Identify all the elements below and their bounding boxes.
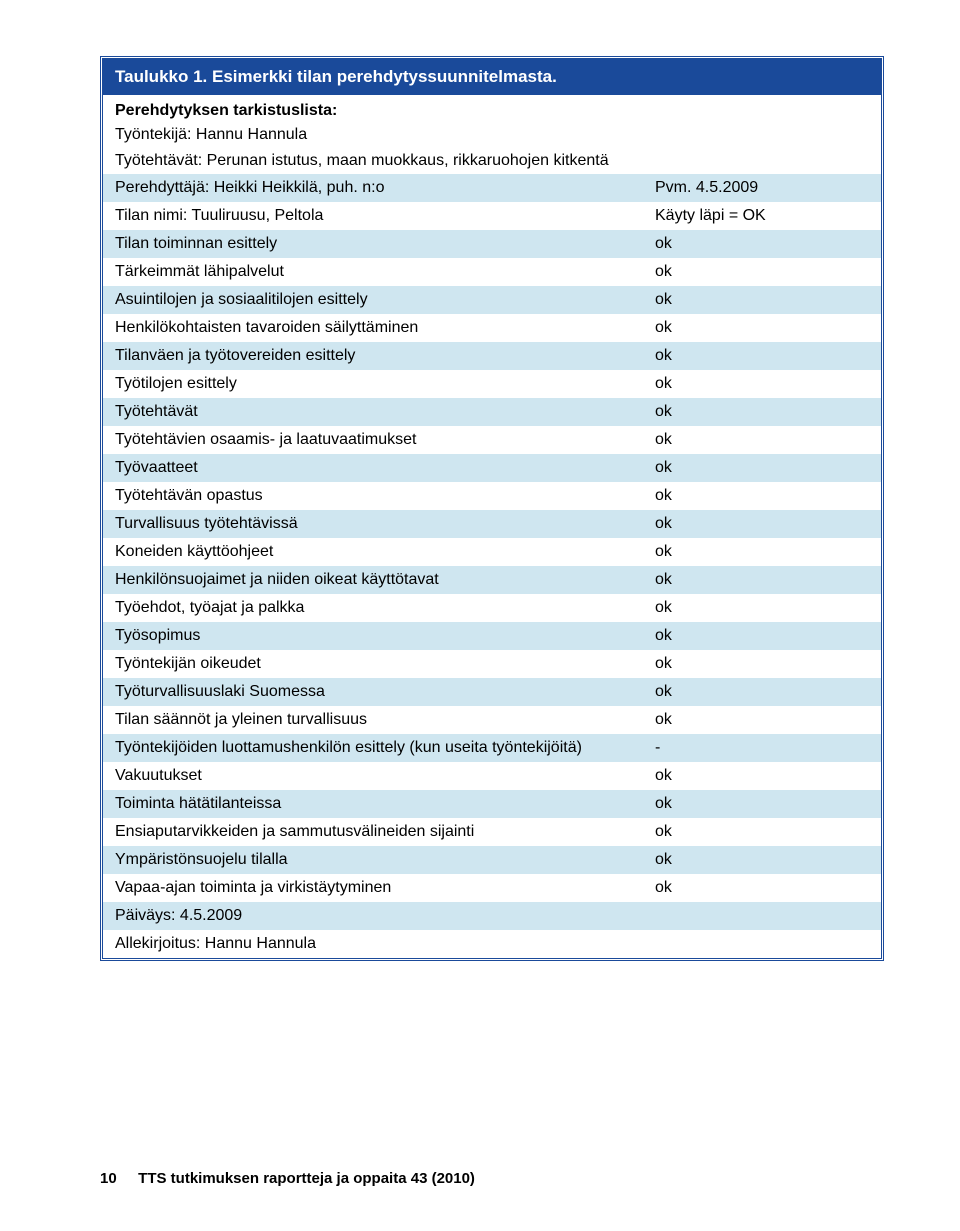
table-title: Taulukko 1. Esimerkki tilan perehdytyssu… [103, 59, 881, 95]
row-right: ok [643, 818, 881, 846]
table-row: Perehdyttäjä: Heikki Heikkilä, puh. n:oP… [103, 174, 881, 202]
table-row: Tilan toiminnan esittelyok [103, 230, 881, 258]
table-row: Työntekijöiden luottamushenkilön esittel… [103, 734, 881, 762]
row-left: Tilanväen ja työtovereiden esittely [103, 342, 643, 370]
row-right: ok [643, 230, 881, 258]
row-right: ok [643, 622, 881, 650]
table-row: Toiminta hätätilanteissaok [103, 790, 881, 818]
table-row: Tilan nimi: Tuuliruusu, PeltolaKäyty läp… [103, 202, 881, 230]
row-left: Henkilökohtaisten tavaroiden säilyttämin… [103, 314, 643, 342]
row-right: ok [643, 846, 881, 874]
table-row: Työtehtävän opastusok [103, 482, 881, 510]
row-right: ok [643, 286, 881, 314]
row-left: Allekirjoitus: Hannu Hannula [103, 930, 643, 958]
row-right: ok [643, 678, 881, 706]
row-right: ok [643, 762, 881, 790]
row-left: Tärkeimmät lähipalvelut [103, 258, 643, 286]
row-left: Päiväys: 4.5.2009 [103, 902, 643, 930]
row-left: Vakuutukset [103, 762, 643, 790]
row-left: Työtehtävät [103, 398, 643, 426]
row-right: - [643, 734, 881, 762]
table-row: Tilan säännöt ja yleinen turvallisuusok [103, 706, 881, 734]
row-left: Työvaatteet [103, 454, 643, 482]
page-container: Taulukko 1. Esimerkki tilan perehdytyssu… [0, 0, 960, 961]
table-row: Työvaatteetok [103, 454, 881, 482]
table-row: Tärkeimmät lähipalvelutok [103, 258, 881, 286]
table-subhead: Perehdytyksen tarkistuslista: [103, 95, 881, 122]
row-right: ok [643, 426, 881, 454]
row-right: ok [643, 454, 881, 482]
row-right: ok [643, 650, 881, 678]
table-row: Koneiden käyttöohjeetok [103, 538, 881, 566]
checklist-table: Taulukko 1. Esimerkki tilan perehdytyssu… [100, 56, 884, 961]
row-right: ok [643, 706, 881, 734]
table-row: Vapaa-ajan toiminta ja virkistäytymineno… [103, 874, 881, 902]
info-right [643, 148, 881, 174]
row-right: ok [643, 566, 881, 594]
row-left: Ensiaputarvikkeiden ja sammutusvälineide… [103, 818, 643, 846]
table-row: Turvallisuus työtehtävissäok [103, 510, 881, 538]
table-row: Työehdot, työajat ja palkkaok [103, 594, 881, 622]
page-footer: 10 TTS tutkimuksen raportteja ja oppaita… [100, 1170, 475, 1187]
row-left: Työtilojen esittely [103, 370, 643, 398]
table-row: Tilanväen ja työtovereiden esittelyok [103, 342, 881, 370]
row-right: ok [643, 538, 881, 566]
row-left: Työtehtävän opastus [103, 482, 643, 510]
row-right: ok [643, 790, 881, 818]
row-left: Työehdot, työajat ja palkka [103, 594, 643, 622]
row-left: Työntekijän oikeudet [103, 650, 643, 678]
table-row: Allekirjoitus: Hannu Hannula [103, 930, 881, 958]
row-left: Asuintilojen ja sosiaalitilojen esittely [103, 286, 643, 314]
row-right: ok [643, 314, 881, 342]
row-right: ok [643, 370, 881, 398]
row-right: ok [643, 342, 881, 370]
table-row: Henkilökohtaisten tavaroiden säilyttämin… [103, 314, 881, 342]
row-left: Työturvallisuuslaki Suomessa [103, 678, 643, 706]
table-row: Työturvallisuuslaki Suomessaok [103, 678, 881, 706]
row-left: Ympäristönsuojelu tilalla [103, 846, 643, 874]
row-left: Työsopimus [103, 622, 643, 650]
row-left: Tilan säännöt ja yleinen turvallisuus [103, 706, 643, 734]
info-row: Työntekijä: Hannu Hannula [103, 122, 881, 148]
row-right: ok [643, 510, 881, 538]
row-right: ok [643, 594, 881, 622]
table-row: Työtilojen esittelyok [103, 370, 881, 398]
table-row: Työsopimusok [103, 622, 881, 650]
row-left: Työtehtävien osaamis- ja laatuvaatimukse… [103, 426, 643, 454]
page-number: 10 [100, 1170, 134, 1187]
row-left: Turvallisuus työtehtävissä [103, 510, 643, 538]
row-right: ok [643, 874, 881, 902]
table-row: Vakuutuksetok [103, 762, 881, 790]
table-row: Henkilönsuojaimet ja niiden oikeat käytt… [103, 566, 881, 594]
row-left: Tilan toiminnan esittely [103, 230, 643, 258]
table-row: Ensiaputarvikkeiden ja sammutusvälineide… [103, 818, 881, 846]
row-right: ok [643, 398, 881, 426]
row-left: Työntekijöiden luottamushenkilön esittel… [103, 734, 643, 762]
row-left: Toiminta hätätilanteissa [103, 790, 643, 818]
info-row: Työtehtävät: Perunan istutus, maan muokk… [103, 148, 881, 174]
table-row: Työntekijän oikeudetok [103, 650, 881, 678]
info-left: Työtehtävät: Perunan istutus, maan muokk… [103, 148, 643, 174]
row-left: Tilan nimi: Tuuliruusu, Peltola [103, 202, 643, 230]
row-left: Koneiden käyttöohjeet [103, 538, 643, 566]
row-right [643, 930, 881, 958]
row-right: Pvm. 4.5.2009 [643, 174, 881, 202]
row-left: Henkilönsuojaimet ja niiden oikeat käytt… [103, 566, 643, 594]
row-right: ok [643, 482, 881, 510]
rows-host: Perehdyttäjä: Heikki Heikkilä, puh. n:oP… [103, 174, 881, 958]
table-row: Työtehtävätok [103, 398, 881, 426]
footer-label: TTS tutkimuksen raportteja ja oppaita 43… [138, 1170, 475, 1187]
row-right [643, 902, 881, 930]
row-left: Vapaa-ajan toiminta ja virkistäytyminen [103, 874, 643, 902]
row-right: Käyty läpi = OK [643, 202, 881, 230]
table-row: Asuintilojen ja sosiaalitilojen esittely… [103, 286, 881, 314]
table-row: Ympäristönsuojelu tilallaok [103, 846, 881, 874]
row-right: ok [643, 258, 881, 286]
info-right [643, 122, 881, 148]
table-row: Työtehtävien osaamis- ja laatuvaatimukse… [103, 426, 881, 454]
row-left: Perehdyttäjä: Heikki Heikkilä, puh. n:o [103, 174, 643, 202]
table-row: Päiväys: 4.5.2009 [103, 902, 881, 930]
info-left: Työntekijä: Hannu Hannula [103, 122, 643, 148]
